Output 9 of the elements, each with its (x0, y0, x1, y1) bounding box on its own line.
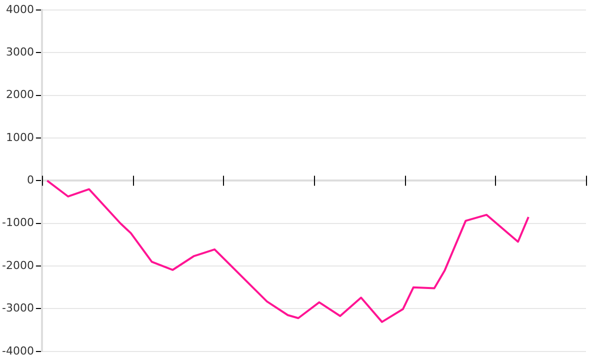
y-tick-label: -2000 (2, 258, 34, 272)
y-tick-label: 2000 (6, 88, 34, 102)
y-tick-label: 4000 (6, 2, 34, 16)
y-tick-label: -3000 (2, 302, 34, 315)
y-tick-label: 3000 (6, 46, 34, 59)
y-tick-label: 0 (26, 174, 34, 187)
y-tick-label: -4000 (2, 344, 34, 358)
y-tick-label: 1000 (6, 130, 34, 144)
y-tick-label: -1000 (2, 216, 34, 230)
